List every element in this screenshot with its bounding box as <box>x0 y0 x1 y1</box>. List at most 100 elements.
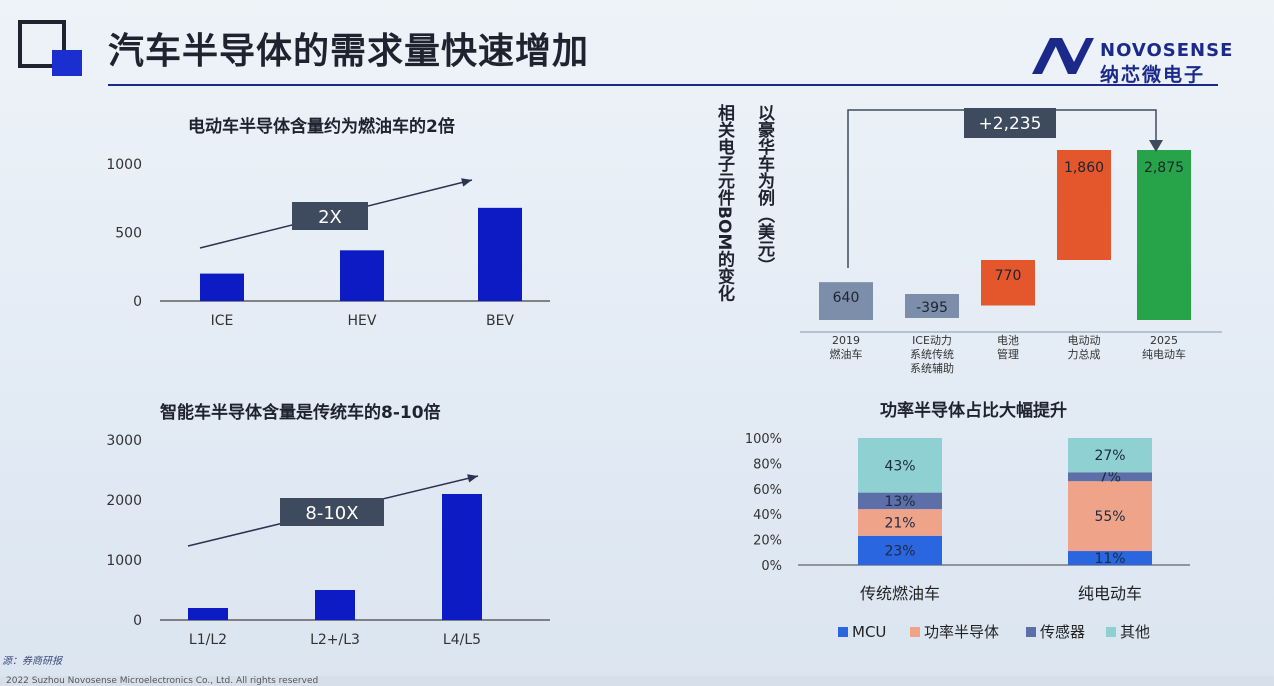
chart1-ytick-label: 500 <box>115 226 142 242</box>
waterfall-value-label: 2,875 <box>1144 160 1184 176</box>
chart4-ytick-label: 60% <box>753 483 782 498</box>
waterfall-category-label: ICE动力 <box>912 334 952 347</box>
waterfall-category-label: 2019 <box>832 334 860 347</box>
chart4-segment <box>1068 551 1152 565</box>
chart4-legend-swatch <box>838 627 848 637</box>
waterfall-bracket-arrow-head <box>1149 140 1163 152</box>
chart4-segment <box>858 438 942 493</box>
brand-square-icon <box>18 20 82 76</box>
chart1-multiplier-box <box>292 202 368 230</box>
chart4-ytick-label: 20% <box>753 534 782 549</box>
chart2-bar <box>188 608 228 620</box>
chart4-legend-label: 其他 <box>1120 623 1150 641</box>
chart4-segment <box>858 492 942 510</box>
chart2-xtick-label: L1/L2 <box>189 632 227 648</box>
chart1-title: 电动车半导体含量约为燃油车的2倍 <box>188 117 455 137</box>
chart4-legend-label: 传感器 <box>1040 623 1085 641</box>
chart4-title: 功率半导体占比大幅提升 <box>880 401 1067 421</box>
chart4-ytick-label: 80% <box>753 457 782 472</box>
chart4-legend-label: 功率半导体 <box>924 623 999 641</box>
chart4-legend-label: MCU <box>852 623 886 641</box>
waterfall-delta-box <box>964 108 1056 138</box>
waterfall-category-label: 系统传统 <box>910 348 954 361</box>
waterfall-category-label: 电池 <box>997 334 1019 347</box>
waterfall-value-label: -395 <box>916 300 948 316</box>
chart4-segment-label: 27% <box>1094 448 1125 464</box>
chart4-segment <box>1068 472 1152 482</box>
chart4-segment-label: 11% <box>1094 551 1125 567</box>
chart4-segment-label: 21% <box>884 515 915 531</box>
chart1-bar <box>200 273 244 301</box>
chart1-bev-semiconductor: 0 500 1000 ICE HEV BEV 2X <box>106 157 550 329</box>
chart4-segment <box>858 509 942 536</box>
chart4-segment-label: 7% <box>1099 470 1121 486</box>
chart4-segment-label: 55% <box>1094 509 1125 525</box>
chart1-xtick-label: HEV <box>348 313 377 329</box>
waterfall-category-label: 力总成 <box>1068 347 1101 361</box>
chart4-legend-swatch <box>1106 627 1116 637</box>
chart1-ytick-label: 0 <box>133 294 142 310</box>
waterfall-bar <box>905 294 959 318</box>
waterfall-bar <box>981 259 1035 306</box>
chart2-ytick-label: 0 <box>133 613 142 629</box>
chart2-adas-semiconductor: 0 1000 2000 3000 L1/L2 L2+/L3 L4/L5 8-10X <box>106 433 550 648</box>
source-note: 源：券商研报 <box>2 656 62 667</box>
waterfall-bar <box>1057 150 1111 260</box>
waterfall-axis-subtitle: 以豪华车为例（美元） <box>754 104 774 274</box>
chart4-xtick-label: 纯电动车 <box>1078 584 1142 603</box>
chart1-arrow-head <box>461 178 472 187</box>
waterfall-category-label: 系统辅助 <box>910 361 954 375</box>
chart2-bar <box>315 590 355 620</box>
chart2-ytick-label: 1000 <box>106 553 142 569</box>
chart4-segment <box>858 535 942 565</box>
waterfall-value-label: 1,860 <box>1064 160 1104 176</box>
chart2-ytick-label: 3000 <box>106 433 142 449</box>
waterfall-bar <box>819 282 873 320</box>
chart1-ytick-label: 1000 <box>106 157 142 173</box>
chart4-segment-label: 43% <box>884 458 915 474</box>
chart2-xtick-label: L2+/L3 <box>310 632 360 648</box>
footer-copyright: 2022 Suzhou Novosense Microelectronics C… <box>6 676 319 686</box>
novosense-logo-icon <box>1032 38 1094 74</box>
waterfall-bar <box>1137 150 1191 320</box>
chart4-segment-label: 13% <box>884 494 915 510</box>
waterfall-category-label: 电动动 <box>1068 334 1101 347</box>
chart2-xtick-label: L4/L5 <box>443 632 481 648</box>
chart4-segment-label: 23% <box>884 543 915 559</box>
waterfall-category-label: 管理 <box>997 347 1019 361</box>
waterfall-category-label: 纯电动车 <box>1142 347 1186 361</box>
chart4-segment <box>1068 481 1152 552</box>
footer-bar <box>0 676 1274 686</box>
brand-name-cn: 纳芯微电子 <box>1100 64 1206 86</box>
chart1-bar <box>478 207 522 301</box>
chart2-title: 智能车半导体含量是传统车的8-10倍 <box>160 403 441 423</box>
chart4-stacked-share: 0% 20% 40% 60% 80% 100% 23% 21% 13% 43% 传统燃油车 11% 55… <box>745 432 1190 641</box>
chart1-xtick-label: ICE <box>211 313 234 329</box>
waterfall-value-label: 640 <box>833 290 860 306</box>
chart2-arrow-head <box>467 474 478 483</box>
chart4-xtick-label: 传统燃油车 <box>860 584 940 603</box>
chart4-legend-swatch <box>910 627 920 637</box>
chart4-ytick-label: 0% <box>761 559 782 574</box>
chart1-multiplier-label: 2X <box>318 207 342 228</box>
header-divider <box>108 84 1218 86</box>
waterfall-delta-label: +2,235 <box>979 114 1042 134</box>
page-title: 汽车半导体的需求量快速增加 <box>108 31 590 72</box>
chart1-bar <box>340 250 384 301</box>
waterfall-axis-title: 相关电子元件BOM的变化 <box>714 104 734 302</box>
chart2-multiplier-label: 8-10X <box>305 503 358 524</box>
chart4-segment <box>1068 438 1152 473</box>
chart2-bar <box>442 494 482 620</box>
chart4-ytick-label: 100% <box>745 432 782 447</box>
waterfall-category-label: 燃油车 <box>830 347 863 361</box>
chart2-multiplier-box <box>280 498 384 526</box>
waterfall-value-label: 770 <box>995 268 1022 284</box>
brand-name-en: NOVOSENSE <box>1100 40 1234 61</box>
waterfall-category-label: 2025 <box>1150 334 1178 347</box>
chart4-ytick-label: 40% <box>753 508 782 523</box>
chart2-ytick-label: 2000 <box>106 493 142 509</box>
chart4-legend-swatch <box>1026 627 1036 637</box>
chart1-xtick-label: BEV <box>486 313 514 329</box>
